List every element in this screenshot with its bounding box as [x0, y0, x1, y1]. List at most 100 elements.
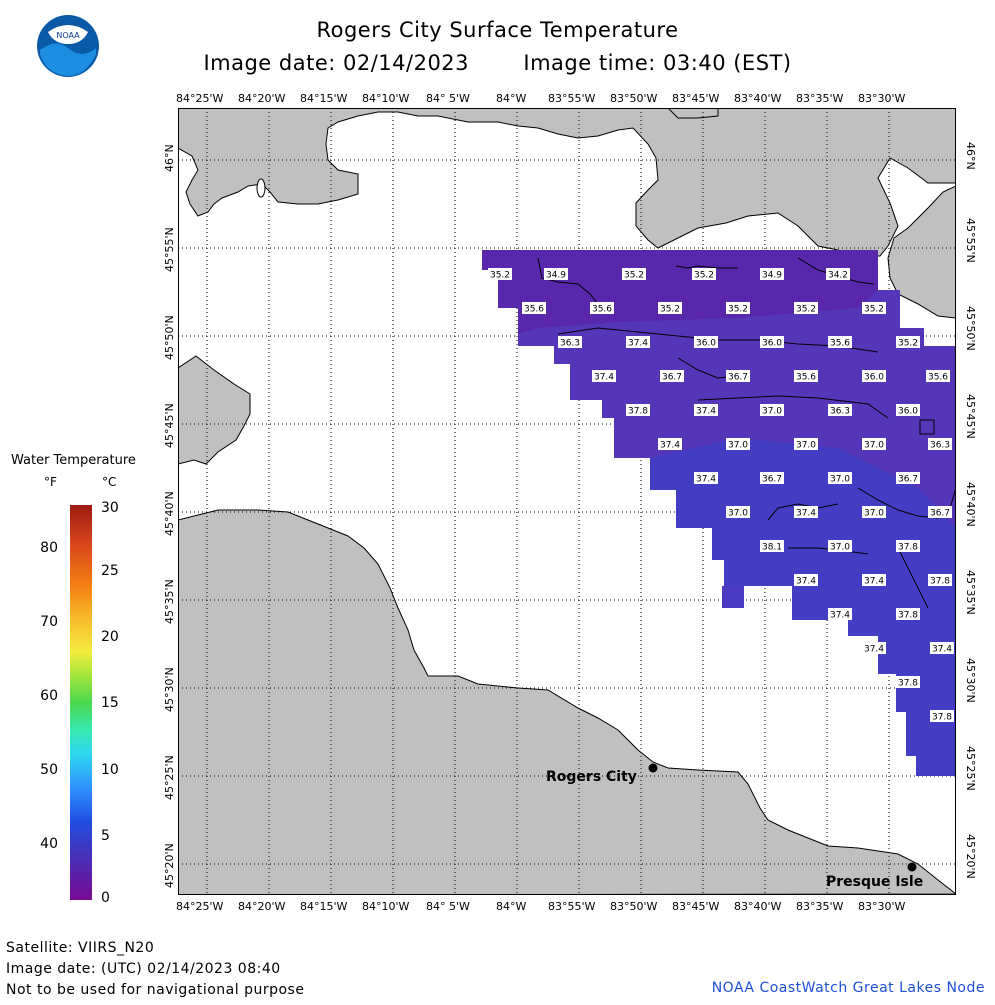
temperature-label: 37.4 — [794, 574, 818, 587]
lon-label: 83°55'W — [548, 92, 596, 105]
lat-label: 45°20'N — [163, 843, 176, 888]
temperature-labels: 35.2 34.9 35.2 35.2 34.9 34.2 35.6 35.6 35.2 35.2… — [488, 268, 954, 723]
temperature-value: 35.6 — [928, 373, 948, 383]
temperature-label-box — [558, 336, 582, 348]
lon-label: 83°30'W — [858, 92, 906, 105]
temperature-label-box — [828, 608, 852, 620]
temperature-label: 37.8 — [896, 608, 920, 621]
lat-label: 45°30'N — [964, 658, 977, 703]
temperature-value: 37.4 — [932, 645, 952, 655]
temperature-label: 37.0 — [828, 472, 852, 485]
temperature-label: 35.2 — [794, 302, 818, 315]
temperature-value: 37.8 — [898, 679, 918, 689]
lon-label: 83°50'W — [610, 92, 658, 105]
temperature-value: 36.3 — [560, 339, 580, 349]
legend-f-tick: 50 — [40, 762, 58, 778]
temperature-label: 37.4 — [828, 608, 852, 621]
temperature-value: 36.0 — [762, 339, 782, 349]
credit-line: NOAA CoastWatch Great Lakes Node — [711, 980, 985, 996]
temperature-label: 36.0 — [862, 370, 886, 383]
temperature-label-box — [930, 710, 954, 722]
temperature-label-box — [826, 268, 850, 280]
temperature-value: 34.9 — [546, 271, 566, 281]
temperature-label: 37.4 — [930, 642, 954, 655]
temperature-label: 37.0 — [794, 438, 818, 451]
temperature-value: 37.4 — [696, 475, 716, 485]
temperature-label-box — [828, 404, 852, 416]
temperature-value: 35.2 — [490, 271, 510, 281]
temperature-label: 35.2 — [622, 268, 646, 281]
noaa-logo: NOAA — [36, 14, 100, 78]
disclaimer: Not to be used for navigational purpose — [6, 982, 305, 998]
temperature-label-box — [896, 608, 920, 620]
land-lower-peninsula — [178, 509, 956, 895]
temperature-label-box — [928, 438, 952, 450]
temperature-label: 34.2 — [826, 268, 850, 281]
temperature-label: 36.0 — [760, 336, 784, 349]
temperature-label: 37.8 — [626, 404, 650, 417]
lon-label: 84° 5'W — [426, 92, 470, 105]
lat-label: 45°45'N — [163, 403, 176, 448]
temperature-label: 37.8 — [896, 540, 920, 553]
temperature-label: 37.8 — [930, 710, 954, 723]
lon-label: 84°25'W — [176, 900, 224, 913]
temperature-label-box — [694, 472, 718, 484]
lon-label: 83°35'W — [796, 900, 844, 913]
temperature-label: 37.0 — [862, 506, 886, 519]
temperature-value: 35.2 — [864, 305, 884, 315]
legend-unit-c: °C — [102, 475, 117, 489]
temperature-label: 35.2 — [862, 302, 886, 315]
temperature-warm-zone — [650, 438, 956, 776]
lon-label: 83°55'W — [548, 900, 596, 913]
rogers-city-label: Rogers City — [546, 769, 637, 785]
temperature-label-box — [760, 404, 784, 416]
lon-label: 83°45'W — [672, 900, 720, 913]
temperature-label: 36.0 — [896, 404, 920, 417]
temperature-value: 35.2 — [660, 305, 680, 315]
presque-isle-marker — [907, 862, 917, 872]
temperature-label: 34.9 — [544, 268, 568, 281]
temperature-label-box — [760, 472, 784, 484]
temperature-label-box — [488, 268, 512, 280]
temperature-label-box — [794, 370, 818, 382]
temperature-label-box — [794, 506, 818, 518]
temperature-label: 36.7 — [660, 370, 684, 383]
lon-label: 83°35'W — [796, 92, 844, 105]
lon-label: 83°40'W — [734, 92, 782, 105]
temperature-label-box — [896, 540, 920, 552]
temperature-value: 37.4 — [628, 339, 648, 349]
temperature-value: 37.0 — [864, 509, 884, 519]
temperature-value: 34.2 — [828, 271, 848, 281]
temperature-value: 36.0 — [696, 339, 716, 349]
image-time: Image time: 03:40 (EST) — [523, 51, 792, 75]
temperature-value: 36.0 — [898, 407, 918, 417]
temperature-label: 37.0 — [726, 506, 750, 519]
lon-label: 84° 5'W — [426, 900, 470, 913]
temperature-label-box — [590, 302, 614, 314]
temperature-value: 37.0 — [864, 441, 884, 451]
temperature-label: 35.2 — [692, 268, 716, 281]
temperature-label-box — [862, 438, 886, 450]
temperature-value: 37.8 — [628, 407, 648, 417]
temperature-value: 37.4 — [660, 441, 680, 451]
temperature-label: 36.0 — [694, 336, 718, 349]
temperature-value: 37.8 — [932, 713, 952, 723]
temperature-label-box — [862, 642, 886, 654]
temperature-label-box — [726, 302, 750, 314]
lat-label: 45°25'N — [964, 746, 977, 791]
lon-label: 84°25'W — [176, 92, 224, 105]
lat-label: 45°50'N — [964, 306, 977, 351]
temperature-label-box — [862, 506, 886, 518]
temperature-label-box — [726, 370, 750, 382]
lat-label: 45°35'N — [964, 570, 977, 615]
temperature-label: 37.4 — [862, 642, 886, 655]
temperature-value: 36.7 — [898, 475, 918, 485]
temperature-label: 35.6 — [794, 370, 818, 383]
lat-label: 45°25'N — [163, 755, 176, 800]
temperature-label: 37.4 — [862, 574, 886, 587]
temperature-label-box — [622, 268, 646, 280]
temperature-value: 35.2 — [728, 305, 748, 315]
lon-label: 83°40'W — [734, 900, 782, 913]
temperature-label-box — [726, 506, 750, 518]
temperature-value: 35.2 — [624, 271, 644, 281]
